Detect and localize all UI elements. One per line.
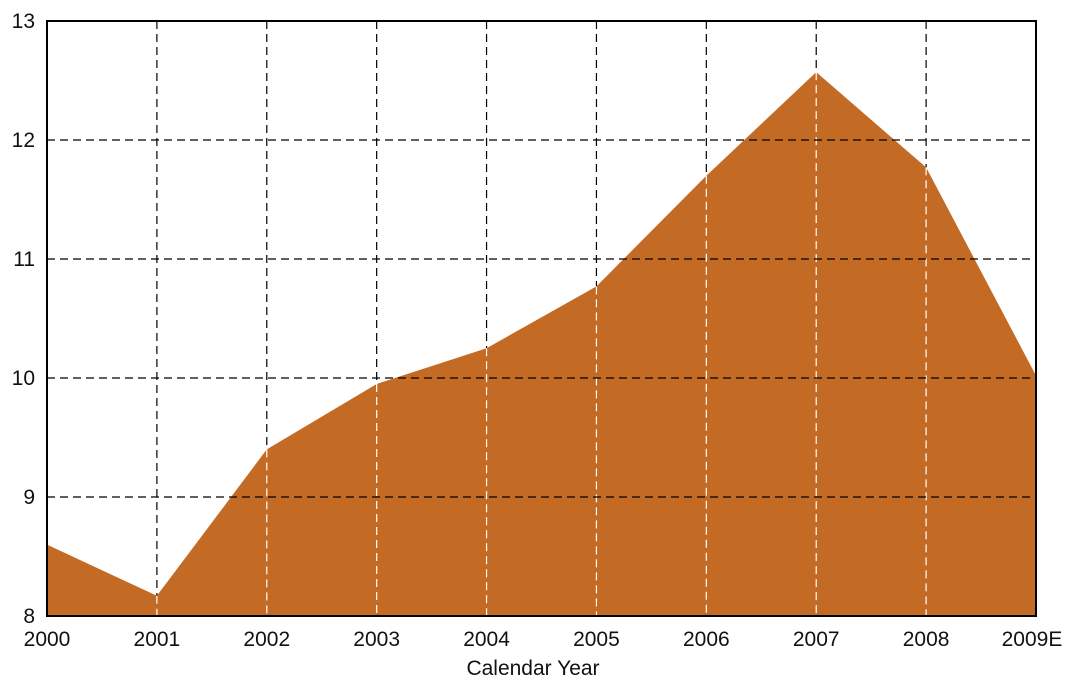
- y-tick-label: 9: [23, 486, 35, 509]
- x-tick-label: 2007: [793, 628, 840, 651]
- y-tick-label: 10: [12, 367, 35, 390]
- plot-frame: [46, 20, 1037, 617]
- x-tick-label: 2004: [463, 628, 510, 651]
- x-axis-tick-labels: 2000 2001 2002 2003 2004 2005 2006 2007 2008 2009…: [24, 628, 1063, 651]
- x-axis-title: Calendar Year: [466, 657, 599, 680]
- y-tick-label: 13: [12, 10, 35, 33]
- x-tick-label: 2005: [573, 628, 620, 651]
- area-series-fill: [47, 72, 1036, 617]
- y-tick-label: 8: [23, 605, 35, 628]
- x-tick-label: 2003: [353, 628, 400, 651]
- x-tick-label: 2008: [903, 628, 950, 651]
- y-tick-label: 11: [13, 248, 35, 271]
- y-axis-tick-labels: 8 9 10 11 12 13: [12, 10, 35, 628]
- y-tick-label: 12: [12, 129, 35, 152]
- vertical-gridlines: [156, 21, 927, 616]
- x-tick-label: 2006: [683, 628, 730, 651]
- horizontal-gridlines: [47, 139, 1036, 498]
- x-tick-label: 2001: [134, 628, 181, 651]
- x-tick-label: 2000: [24, 628, 71, 651]
- x-tick-label: 2009E: [1002, 628, 1063, 651]
- x-tick-label: 2002: [243, 628, 290, 651]
